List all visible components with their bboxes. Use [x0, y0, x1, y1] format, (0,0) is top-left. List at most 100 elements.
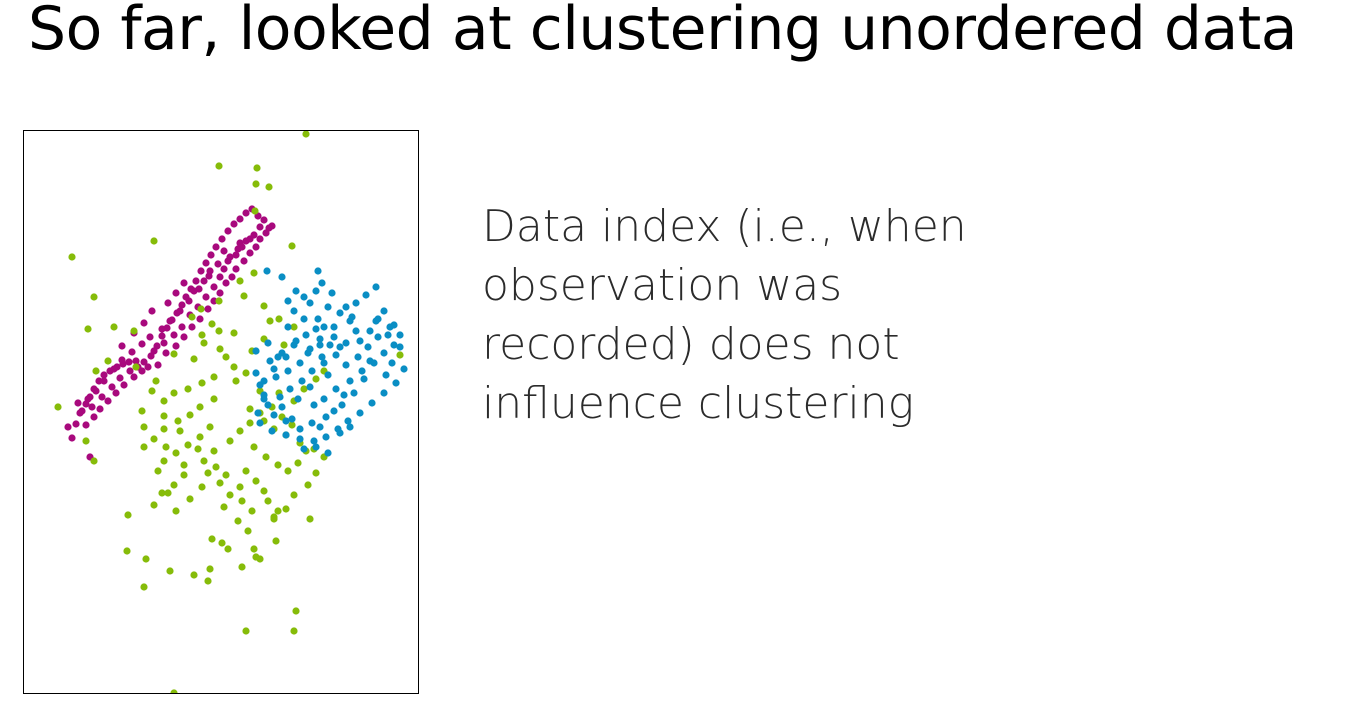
scatter-point [150, 237, 158, 245]
scatter-point [322, 413, 330, 421]
scatter-point [242, 627, 250, 635]
scatter-point [300, 445, 308, 453]
slide-title: So far, looked at clustering unordered d… [28, 0, 1298, 64]
scatter-point [150, 347, 158, 355]
scatter-point [140, 423, 148, 431]
scatter-point [260, 216, 268, 224]
scatter-point [270, 411, 278, 419]
scatter-point [108, 383, 116, 391]
scatter-point [172, 507, 180, 515]
scatter-point [196, 315, 204, 323]
scatter-point [84, 325, 92, 333]
scatter-point [54, 403, 62, 411]
scatter-point [342, 361, 350, 369]
scatter-point [362, 291, 370, 299]
scatter-point [178, 323, 186, 331]
scatter-point [194, 445, 202, 453]
scatter-point [266, 317, 274, 325]
scatter-point [260, 487, 268, 495]
scatter-point [284, 367, 292, 375]
scatter-point [186, 495, 194, 503]
scatter-point [274, 353, 282, 361]
scatter-point [274, 507, 282, 515]
scatter-point [230, 329, 238, 337]
scatter-point [180, 461, 188, 469]
scatter-point [380, 307, 388, 315]
scatter-point [252, 553, 260, 561]
scatter-point [356, 409, 364, 417]
scatter-point [310, 437, 318, 445]
scatter-point [206, 565, 214, 573]
scatter-point [188, 313, 196, 321]
scatter-point [150, 435, 158, 443]
scatter-point [366, 327, 374, 335]
scatter-point [278, 403, 286, 411]
scatter-point [178, 301, 186, 309]
scatter-point [198, 379, 206, 387]
scatter-point [238, 243, 246, 251]
scatter-point [200, 457, 208, 465]
scatter-point [190, 571, 198, 579]
scatter-point [344, 417, 352, 425]
scatter-point [346, 423, 354, 431]
scatter-point [252, 369, 260, 377]
scatter-point [248, 507, 256, 515]
scatter-point [342, 303, 350, 311]
scatter-point [232, 377, 240, 385]
scatter-point [130, 373, 138, 381]
scatter-point [275, 315, 283, 323]
scatter-point [284, 297, 292, 305]
scatter-point [272, 537, 280, 545]
scatter-point [374, 333, 382, 341]
scatter-point [170, 481, 178, 489]
scatter-point [206, 267, 214, 275]
scatter-point [232, 251, 240, 259]
scatter-point [202, 293, 210, 301]
scatter-point [214, 260, 222, 268]
scatter-point [188, 323, 196, 331]
scatter-point [304, 481, 312, 489]
scatter-point [68, 434, 76, 442]
scatter-point [246, 235, 254, 243]
scatter-point [276, 393, 284, 401]
scatter-point [228, 273, 236, 281]
scatter-point [180, 471, 188, 479]
scatter-point [312, 469, 320, 477]
scatter-point [256, 223, 264, 231]
scatter-point [200, 339, 208, 347]
scatter-point [336, 309, 344, 317]
scatter-point [292, 337, 300, 345]
scatter-point [162, 443, 170, 451]
scatter-point [264, 339, 272, 347]
scatter-point [185, 297, 193, 305]
scatter-point [238, 563, 246, 571]
scatter-point [224, 257, 232, 265]
scatter-point [400, 365, 408, 373]
scatter-point [396, 343, 404, 351]
scatter-point [374, 315, 382, 323]
scatter-point [250, 545, 258, 553]
scatter-point [332, 385, 340, 393]
scatter-point [396, 351, 404, 359]
scatter-point [256, 419, 264, 427]
scatter-point [318, 353, 326, 361]
scatter-point [360, 375, 368, 383]
scatter-point [288, 415, 296, 423]
scatter-point [170, 389, 178, 397]
scatter-point [280, 341, 288, 349]
scatter-point [190, 287, 198, 295]
scatter-point [230, 220, 238, 228]
scatter-point [240, 257, 248, 265]
scatter-point [282, 417, 290, 425]
scatter-point [324, 371, 332, 379]
scatter-point [208, 320, 216, 328]
scatter-point [210, 447, 218, 455]
scatter-point [252, 347, 260, 355]
scatter-point [95, 377, 103, 385]
scatter-point [96, 405, 104, 413]
scatter-point [126, 367, 134, 375]
scatter-point [74, 399, 82, 407]
scatter-point [160, 425, 168, 433]
scatter-point [123, 547, 131, 555]
scatter-point [138, 340, 146, 348]
